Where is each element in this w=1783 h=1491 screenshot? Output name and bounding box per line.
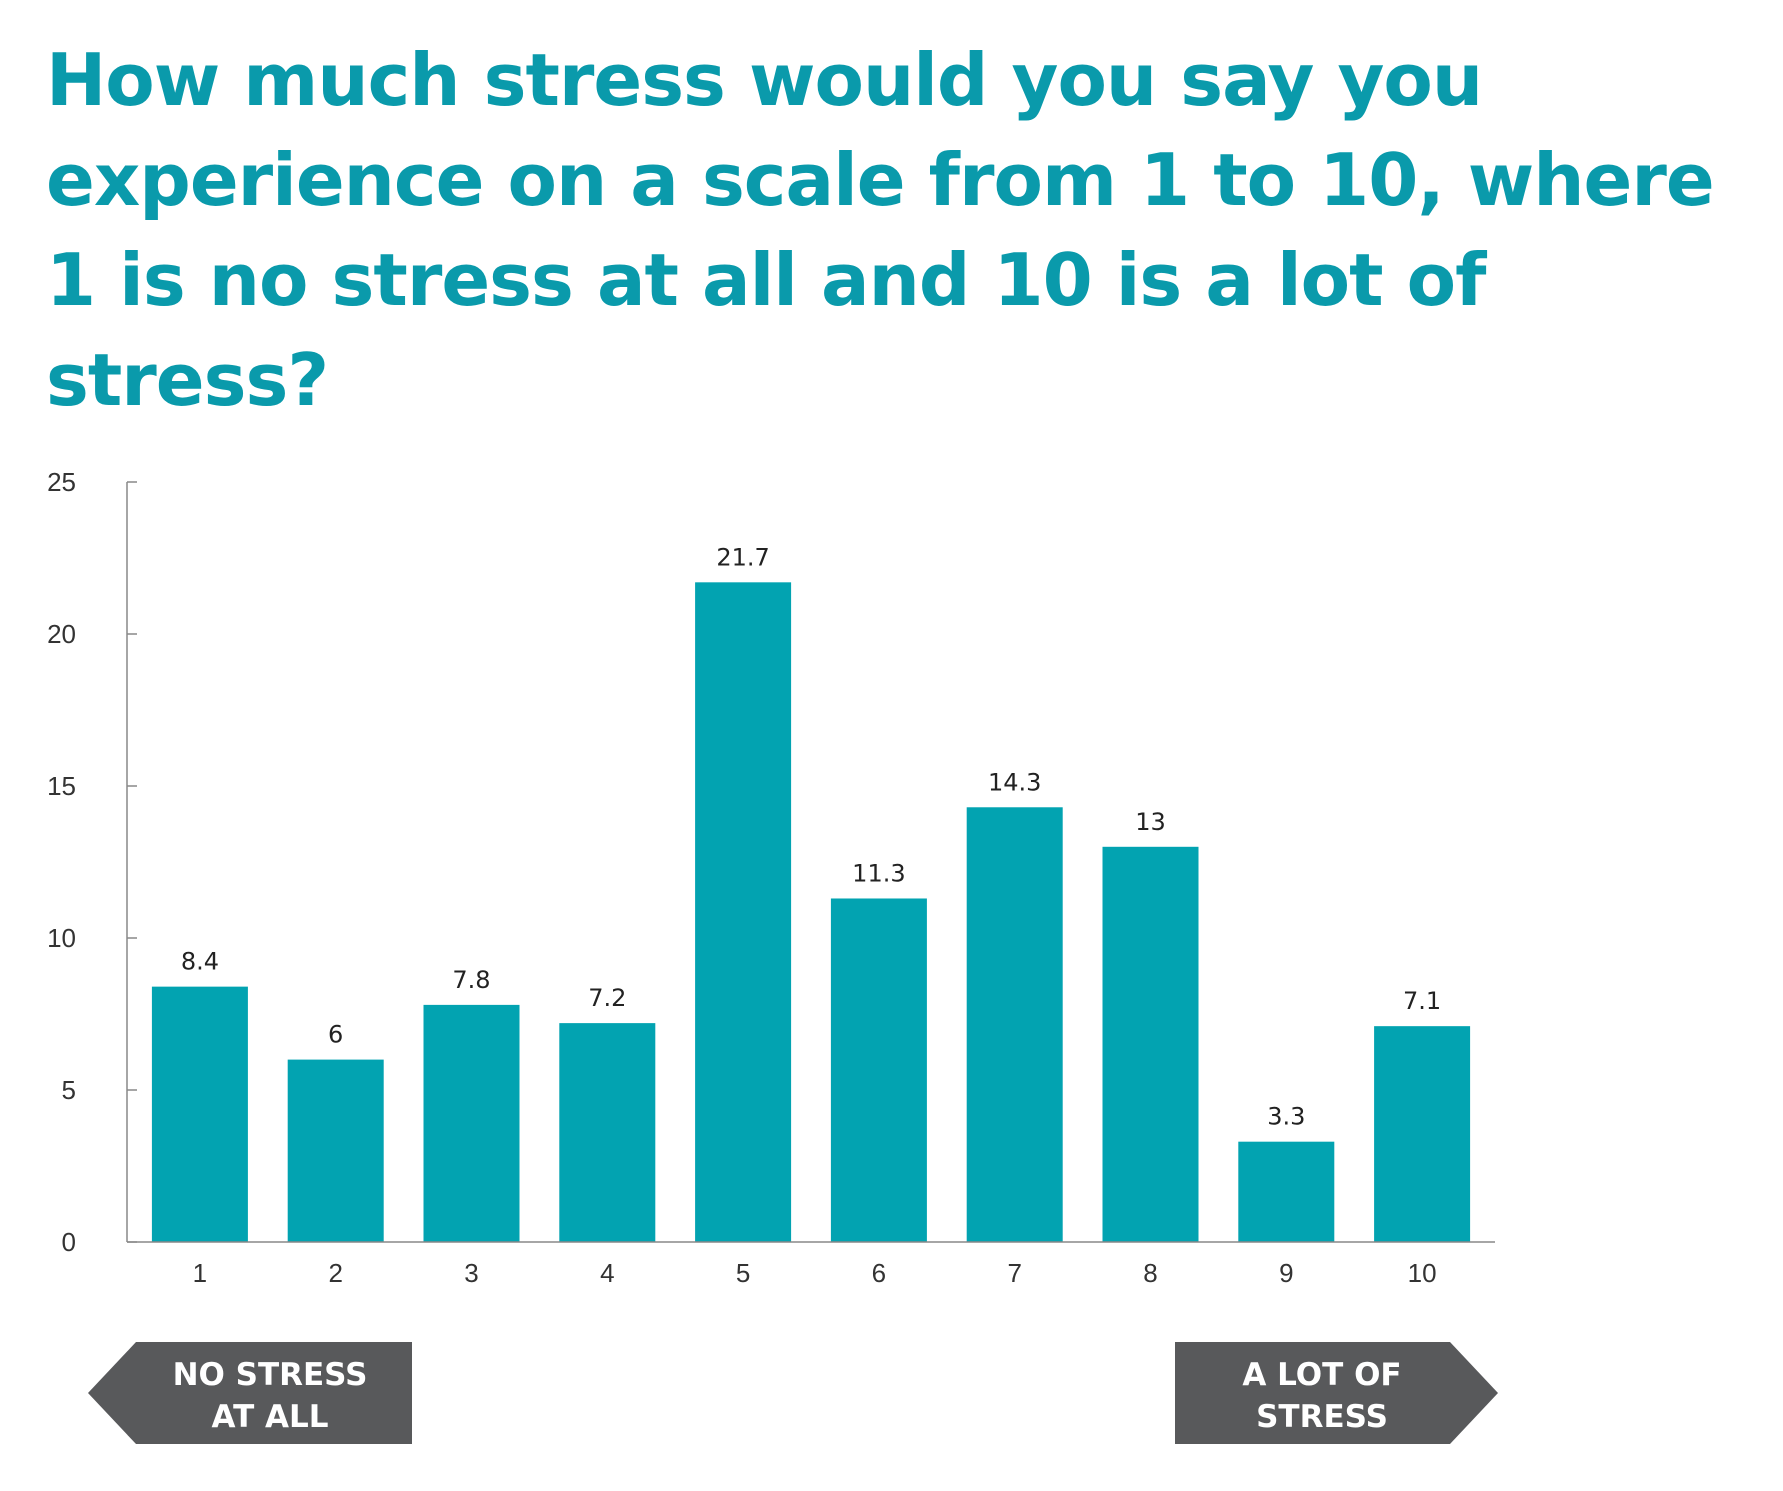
- no-stress-label: NO STRESS: [173, 1357, 368, 1393]
- x-tick-label: 5: [736, 1258, 750, 1288]
- data-label: 8.4: [181, 948, 219, 976]
- x-tick-label: 3: [464, 1258, 478, 1288]
- bars: 8.4 6 7.8 7.2 21.7 11.3 14.3 13 3.3 7.1: [151, 543, 1471, 1242]
- bar: [695, 582, 792, 1242]
- data-label: 21.7: [716, 543, 769, 571]
- bar: [1374, 1026, 1471, 1242]
- x-tick-label: 8: [1143, 1258, 1157, 1288]
- x-tick-label: 4: [600, 1258, 614, 1288]
- bar: [559, 1023, 656, 1242]
- bar: [423, 1004, 520, 1242]
- data-label: 11.3: [852, 859, 905, 887]
- x-tick-label: 7: [1007, 1258, 1021, 1288]
- bar: [966, 807, 1063, 1242]
- bar: [151, 986, 248, 1242]
- y-axis: 0 5 10 15 20 25: [47, 467, 137, 1257]
- no-stress-arrow: [88, 1342, 412, 1444]
- y-tick-label: 0: [62, 1227, 76, 1257]
- a-lot-of-stress-label: STRESS: [1256, 1399, 1388, 1435]
- scale-markers: NO STRESS AT ALL A LOT OF STRESS: [88, 1342, 1498, 1444]
- data-label: 7.1: [1403, 987, 1441, 1015]
- data-label: 7.2: [588, 984, 626, 1012]
- x-axis: 1 2 3 4 5 6 7 8 9 10: [127, 1241, 1495, 1288]
- x-tick-label: 1: [193, 1258, 207, 1288]
- x-tick-label: 6: [872, 1258, 886, 1288]
- y-tick-label: 20: [47, 619, 76, 649]
- data-label: 3.3: [1267, 1103, 1305, 1131]
- x-tick-label: 10: [1408, 1258, 1437, 1288]
- data-label: 6: [328, 1021, 343, 1049]
- x-tick-label: 9: [1279, 1258, 1293, 1288]
- x-tick-label: 2: [328, 1258, 342, 1288]
- chart-title: How much stress would you say you experi…: [46, 38, 1715, 422]
- bar: [1238, 1141, 1335, 1242]
- data-label: 7.8: [452, 966, 490, 994]
- y-tick-label: 15: [47, 771, 76, 801]
- data-label: 13: [1135, 808, 1166, 836]
- a-lot-of-stress-arrow: [1175, 1342, 1498, 1444]
- bar: [830, 898, 927, 1242]
- y-tick-label: 5: [62, 1075, 76, 1105]
- bar: [1102, 846, 1199, 1242]
- no-stress-label: AT ALL: [211, 1399, 328, 1435]
- bar: [287, 1059, 384, 1242]
- a-lot-of-stress-label: A LOT OF: [1242, 1357, 1401, 1393]
- y-tick-label: 10: [47, 923, 76, 953]
- data-label: 14.3: [988, 768, 1041, 796]
- y-tick-label: 25: [47, 467, 76, 497]
